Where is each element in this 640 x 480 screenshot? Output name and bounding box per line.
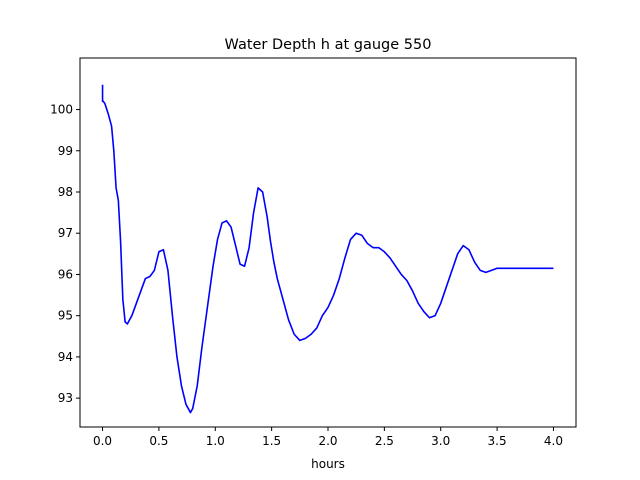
y-tick-label: 98 — [58, 185, 73, 199]
x-tick-label: 3.0 — [431, 434, 450, 448]
x-tick-label: 1.5 — [262, 434, 281, 448]
x-tick-label: 0.0 — [93, 434, 112, 448]
series-line-0 — [101, 84, 554, 414]
x-tick-label: 2.0 — [318, 434, 337, 448]
x-axis-title: hours — [311, 457, 345, 471]
y-tick-label: 94 — [58, 350, 73, 364]
y-tick-label: 95 — [58, 309, 73, 323]
x-tick-label: 1.0 — [206, 434, 225, 448]
plot-area: 0.0 0.5 1.0 1.5 2.0 2.5 3.0 3.5 4.0 93 94 95 96 97 98 9… — [50, 57, 577, 448]
x-tick-label: 3.5 — [488, 434, 507, 448]
x-tick-label: 2.5 — [375, 434, 394, 448]
chart-title: Water Depth h at gauge 550 — [225, 37, 432, 53]
y-tick-label: 96 — [58, 267, 73, 281]
x-tick-label: 0.5 — [149, 434, 168, 448]
y-tick-label: 100 — [50, 103, 73, 117]
x-tick-label: 4.0 — [544, 434, 563, 448]
y-tick-label: 99 — [58, 144, 73, 158]
y-tick-label: 93 — [58, 391, 73, 405]
y-tick-label: 97 — [58, 226, 73, 240]
